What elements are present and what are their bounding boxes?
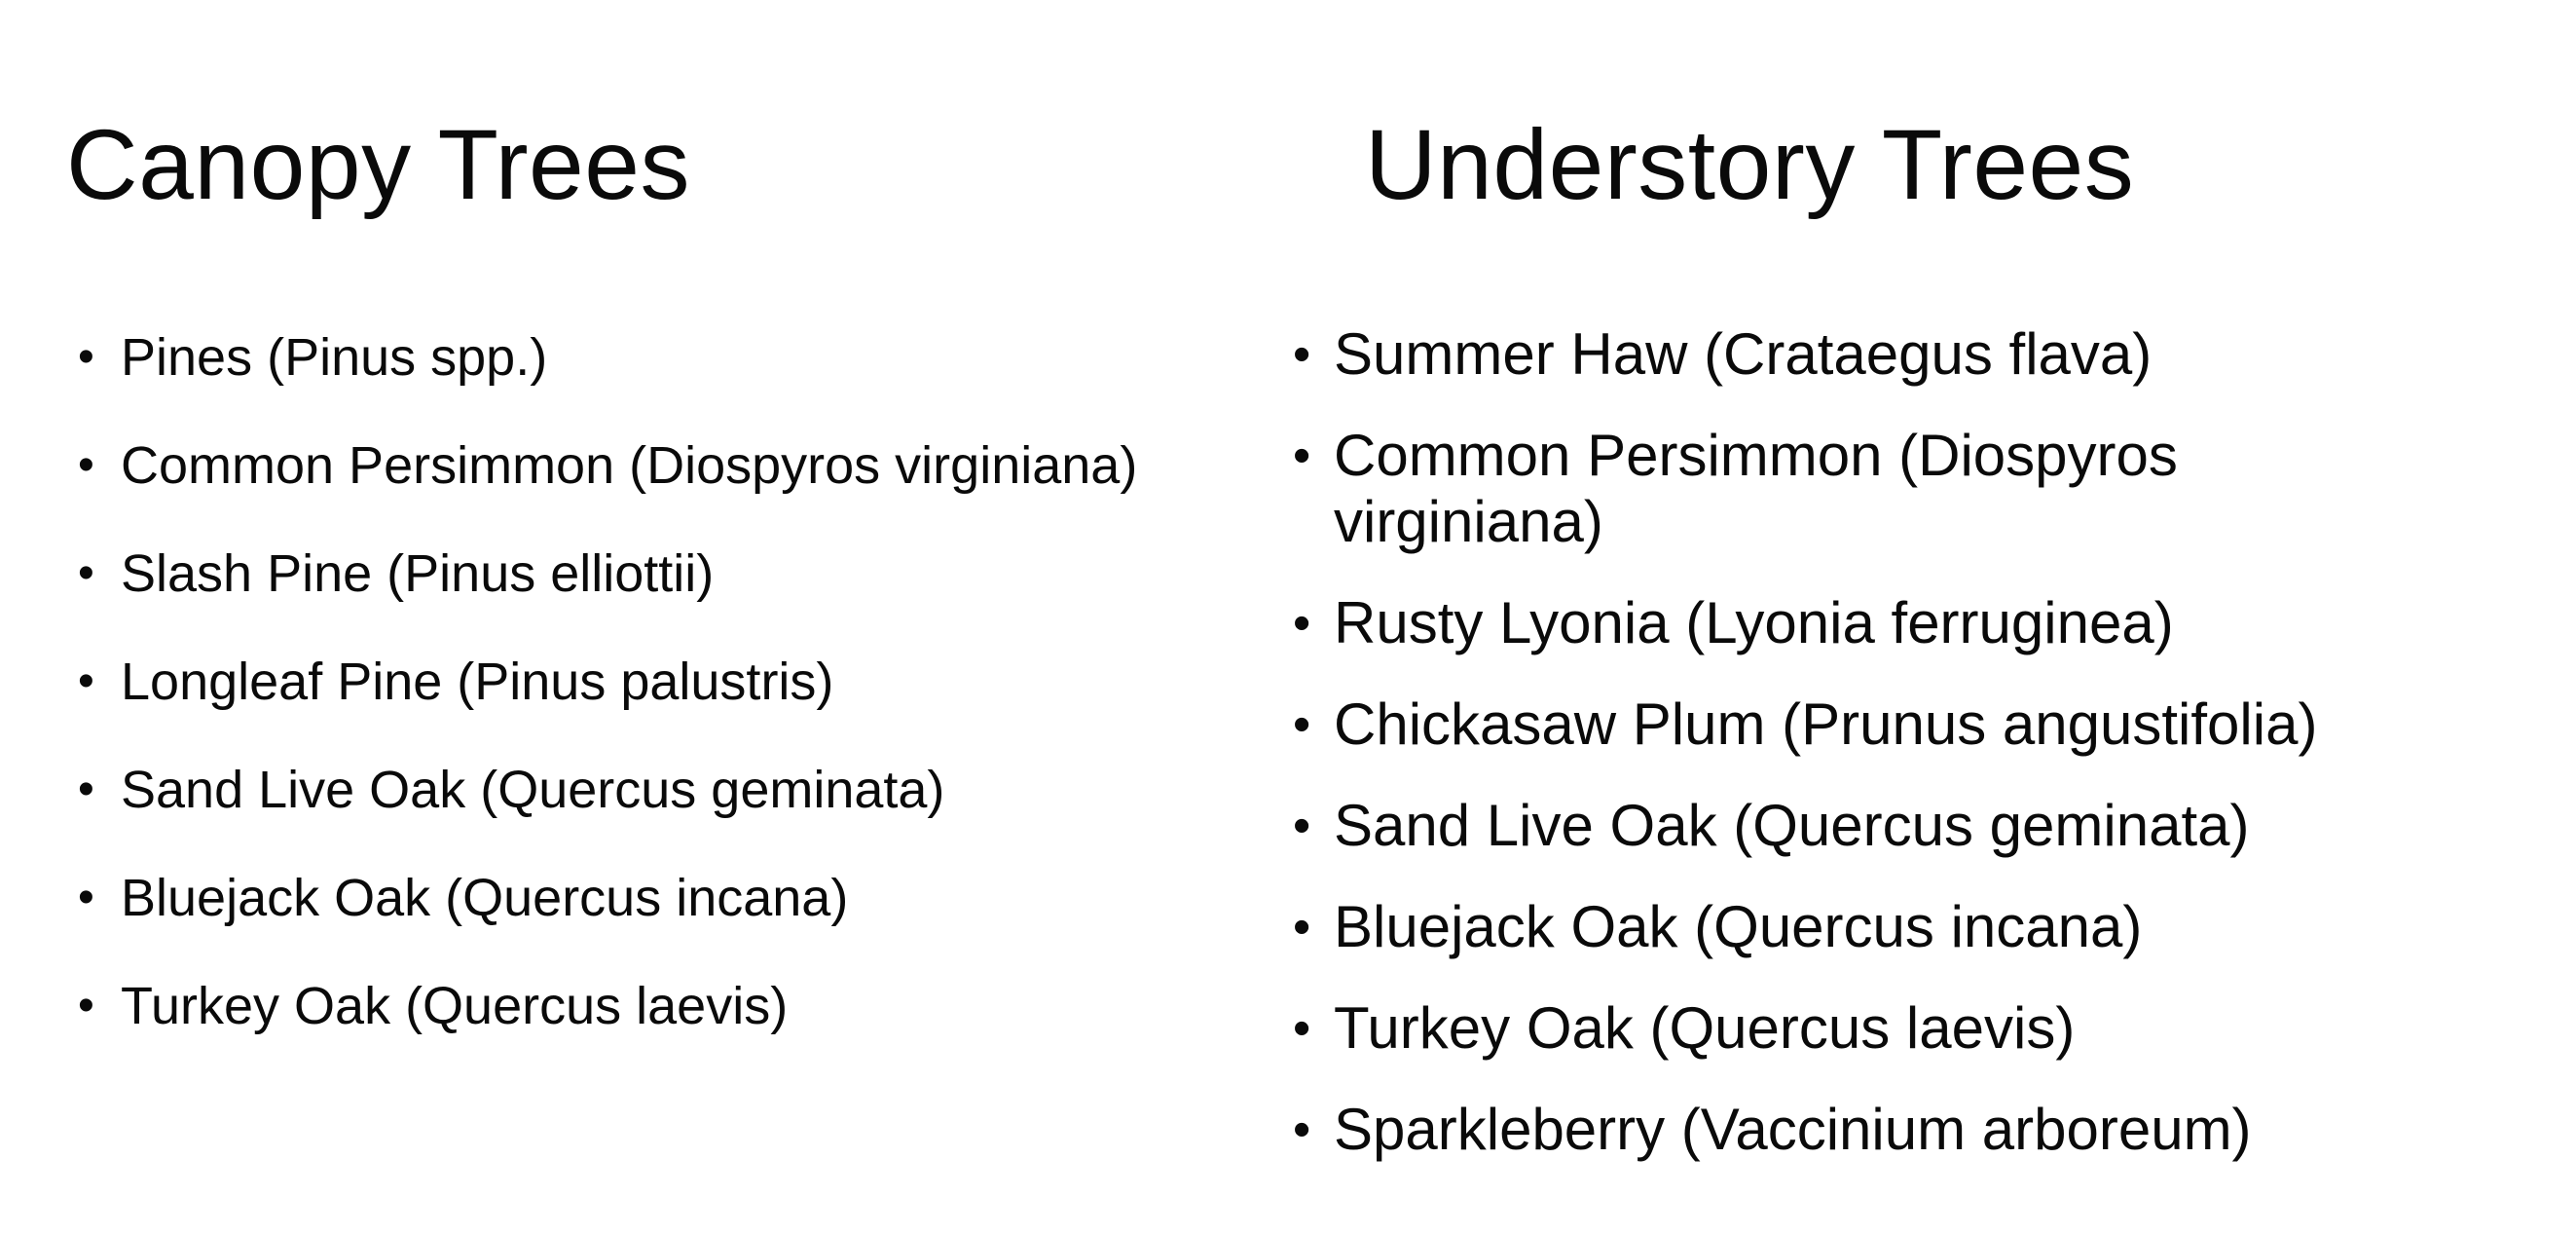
bullet-icon: • <box>1293 326 1311 383</box>
list-item-label: Summer Haw (Crataegus flava) <box>1334 321 2153 387</box>
canopy-trees-list: • Pines (Pinus spp.) • Common Persimmon (D… <box>78 331 1275 1088</box>
bullet-icon: • <box>1293 428 1311 484</box>
list-item: • Chickasaw Plum (Prunus angustifolia) <box>1293 691 2337 758</box>
bullet-icon: • <box>78 980 94 1031</box>
list-item: • Bluejack Oak (Quercus incana) <box>78 872 1275 980</box>
list-item-label: Longleaf Pine (Pinus palustris) <box>121 653 834 711</box>
list-item-label: Rusty Lyonia (Lyonia ferruginea) <box>1334 590 2174 655</box>
list-item: • Pines (Pinus spp.) <box>78 331 1275 439</box>
bullet-icon: • <box>78 872 94 923</box>
list-item: • Turkey Oak (Quercus laevis) <box>78 980 1275 1088</box>
bullet-icon: • <box>78 655 94 707</box>
bullet-icon: • <box>78 547 94 599</box>
canopy-trees-heading: Canopy Trees <box>66 109 691 220</box>
list-item-label: Pines (Pinus spp.) <box>121 328 548 387</box>
list-item-label: Bluejack Oak (Quercus incana) <box>1334 894 2143 959</box>
list-item: • Sand Live Oak (Quercus geminata) <box>78 764 1275 872</box>
bullet-icon: • <box>1293 798 1311 854</box>
bullet-icon: • <box>78 439 94 491</box>
list-item-label: Common Persimmon (Diospyros virginiana) <box>1334 423 2178 554</box>
bullet-icon: • <box>78 331 94 383</box>
bullet-icon: • <box>1293 595 1311 652</box>
bullet-icon: • <box>1293 696 1311 753</box>
understory-trees-list: • Summer Haw (Crataegus flava) • Common Pe… <box>1293 321 2558 1198</box>
bullet-icon: • <box>1293 899 1311 955</box>
list-item: • Sparkleberry (Vaccinium arboreum) <box>1293 1097 2337 1163</box>
list-item: • Common Persimmon (Diospyros virginiana) <box>1293 423 2337 555</box>
list-item-label: Turkey Oak (Quercus laevis) <box>1334 995 2076 1061</box>
bullet-icon: • <box>1293 1102 1311 1158</box>
list-item-label: Common Persimmon (Diospyros virginiana) <box>121 436 1138 495</box>
list-item-label: Sand Live Oak (Quercus geminata) <box>121 761 945 819</box>
list-item-label: Slash Pine (Pinus elliottii) <box>121 544 715 603</box>
list-item: • Rusty Lyonia (Lyonia ferruginea) <box>1293 590 2337 656</box>
list-item-label: Bluejack Oak (Quercus incana) <box>121 869 849 927</box>
bullet-icon: • <box>78 764 94 815</box>
list-item: • Common Persimmon (Diospyros virginiana) <box>78 439 1275 547</box>
list-item: • Summer Haw (Crataegus flava) <box>1293 321 2337 388</box>
understory-trees-heading: Understory Trees <box>1365 109 2135 220</box>
list-item-label: Sparkleberry (Vaccinium arboreum) <box>1334 1097 2252 1162</box>
list-item-label: Turkey Oak (Quercus laevis) <box>121 977 789 1035</box>
list-item: • Slash Pine (Pinus elliottii) <box>78 547 1275 655</box>
bullet-icon: • <box>1293 1000 1311 1057</box>
list-item: • Bluejack Oak (Quercus incana) <box>1293 894 2337 960</box>
list-item: • Turkey Oak (Quercus laevis) <box>1293 995 2337 1062</box>
list-item-label: Chickasaw Plum (Prunus angustifolia) <box>1334 691 2318 757</box>
list-item: • Sand Live Oak (Quercus geminata) <box>1293 793 2337 859</box>
list-item-label: Sand Live Oak (Quercus geminata) <box>1334 793 2250 858</box>
list-item: • Longleaf Pine (Pinus palustris) <box>78 655 1275 764</box>
